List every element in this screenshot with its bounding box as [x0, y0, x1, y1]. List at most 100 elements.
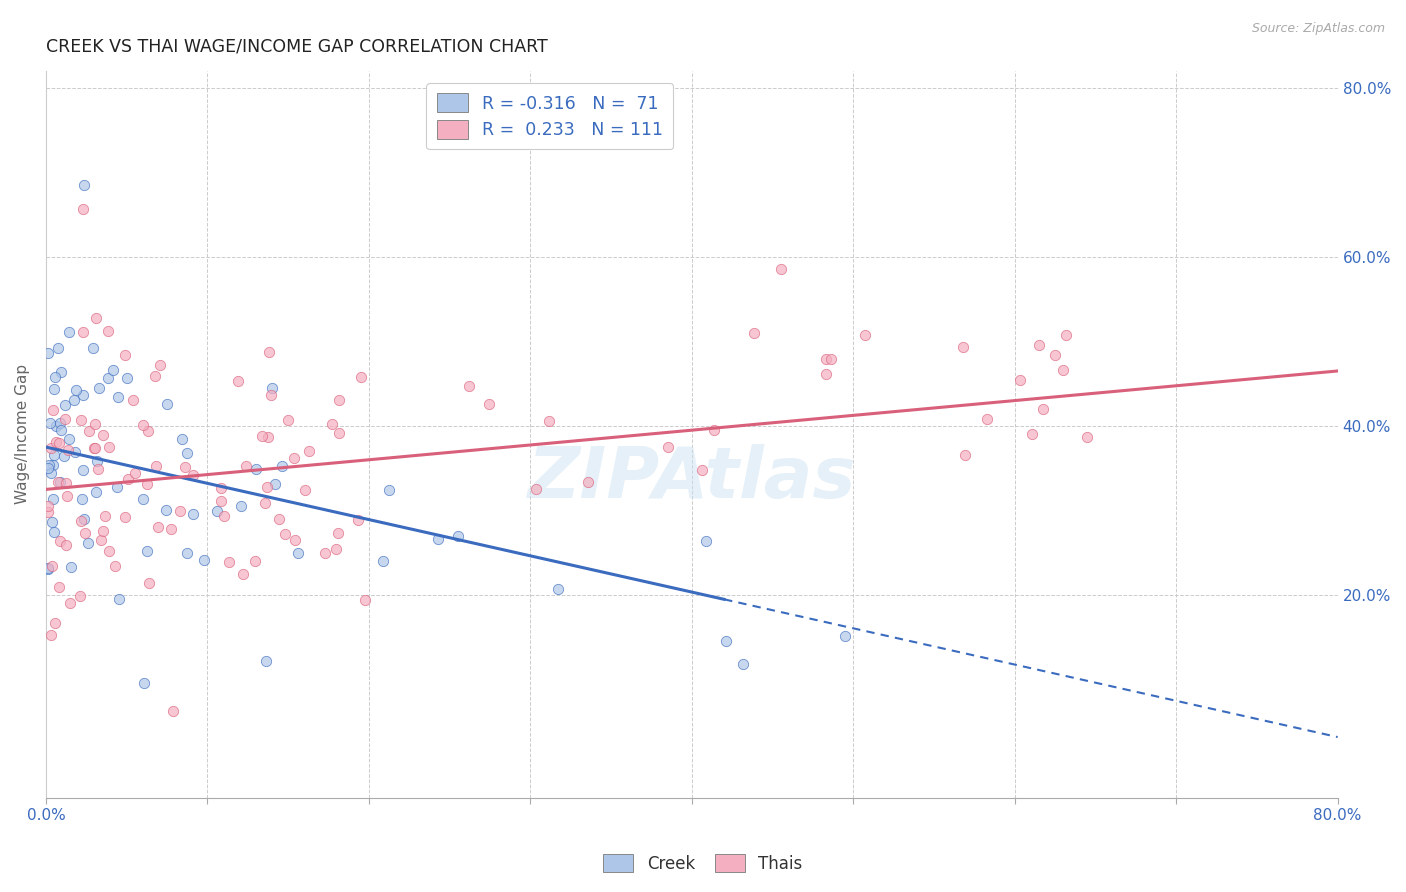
Point — [56, 443, 79, 458]
Point — [83, 417, 105, 431]
Point — [37, 560, 59, 574]
Point — [226, 374, 249, 388]
Point — [124, 466, 146, 480]
Point — [260, 380, 283, 394]
Point — [115, 371, 138, 385]
Point — [44, 448, 66, 462]
Point — [269, 512, 291, 526]
Point — [143, 368, 166, 383]
Point — [44, 615, 66, 630]
Point — [37, 562, 59, 576]
Point — [209, 494, 232, 508]
Point — [114, 348, 136, 362]
Point — [953, 448, 976, 462]
Point — [136, 477, 159, 491]
Point — [84, 311, 107, 326]
Point — [353, 593, 375, 607]
Point — [259, 344, 281, 359]
Point — [690, 462, 713, 476]
Point — [976, 412, 998, 426]
Point — [328, 426, 350, 441]
Point — [86, 453, 108, 467]
Point — [209, 481, 232, 495]
Point — [97, 440, 120, 454]
Point — [97, 324, 120, 338]
Point — [174, 460, 197, 475]
Text: ZIPAtlas: ZIPAtlas — [527, 443, 856, 513]
Point — [287, 546, 309, 560]
Point — [41, 516, 63, 530]
Point — [62, 392, 84, 407]
Point — [138, 576, 160, 591]
Point — [48, 475, 70, 490]
Point — [538, 414, 561, 428]
Point — [274, 527, 297, 541]
Point — [378, 483, 401, 497]
Point — [132, 676, 155, 690]
Point — [59, 596, 82, 610]
Point — [250, 429, 273, 443]
Point — [72, 202, 94, 216]
Point — [117, 471, 139, 485]
Y-axis label: Wage/Income Gap: Wage/Income Gap — [15, 364, 30, 505]
Point — [478, 396, 501, 410]
Point — [91, 524, 114, 538]
Point — [84, 484, 107, 499]
Point — [48, 580, 70, 594]
Point — [853, 328, 876, 343]
Point — [70, 413, 93, 427]
Point — [91, 427, 114, 442]
Point — [53, 412, 76, 426]
Point — [77, 424, 100, 438]
Point — [49, 475, 72, 490]
Point — [1054, 327, 1077, 342]
Point — [55, 489, 77, 503]
Point — [155, 502, 177, 516]
Text: CREEK VS THAI WAGE/INCOME GAP CORRELATION CHART: CREEK VS THAI WAGE/INCOME GAP CORRELATIO… — [46, 37, 548, 55]
Point — [76, 536, 98, 550]
Point — [42, 382, 65, 396]
Point — [58, 326, 80, 340]
Point — [160, 522, 183, 536]
Point — [156, 397, 179, 411]
Point — [87, 381, 110, 395]
Point — [55, 537, 77, 551]
Legend: R = -0.316   N =  71, R =  0.233   N = 111: R = -0.316 N = 71, R = 0.233 N = 111 — [426, 83, 673, 149]
Point — [254, 655, 277, 669]
Point — [169, 504, 191, 518]
Point — [37, 461, 59, 475]
Point — [314, 547, 336, 561]
Point — [260, 387, 283, 401]
Point — [55, 475, 77, 490]
Point — [256, 430, 278, 444]
Point — [328, 393, 350, 408]
Point — [232, 567, 254, 582]
Point — [49, 416, 72, 430]
Point — [834, 629, 856, 643]
Point — [1021, 427, 1043, 442]
Point — [53, 398, 76, 412]
Point — [181, 468, 204, 483]
Point — [42, 403, 65, 417]
Point — [108, 591, 131, 606]
Point — [576, 475, 599, 489]
Point — [350, 370, 373, 384]
Point — [1076, 429, 1098, 443]
Point — [371, 554, 394, 568]
Point — [731, 657, 754, 672]
Point — [176, 445, 198, 459]
Point — [170, 432, 193, 446]
Point — [49, 533, 72, 548]
Point — [218, 555, 240, 569]
Point — [132, 492, 155, 507]
Point — [72, 388, 94, 402]
Point — [82, 341, 104, 355]
Point — [298, 444, 321, 458]
Point — [136, 424, 159, 438]
Point — [162, 704, 184, 718]
Point — [41, 559, 63, 574]
Point — [70, 491, 93, 506]
Point — [59, 560, 82, 574]
Point — [122, 392, 145, 407]
Point — [264, 477, 287, 491]
